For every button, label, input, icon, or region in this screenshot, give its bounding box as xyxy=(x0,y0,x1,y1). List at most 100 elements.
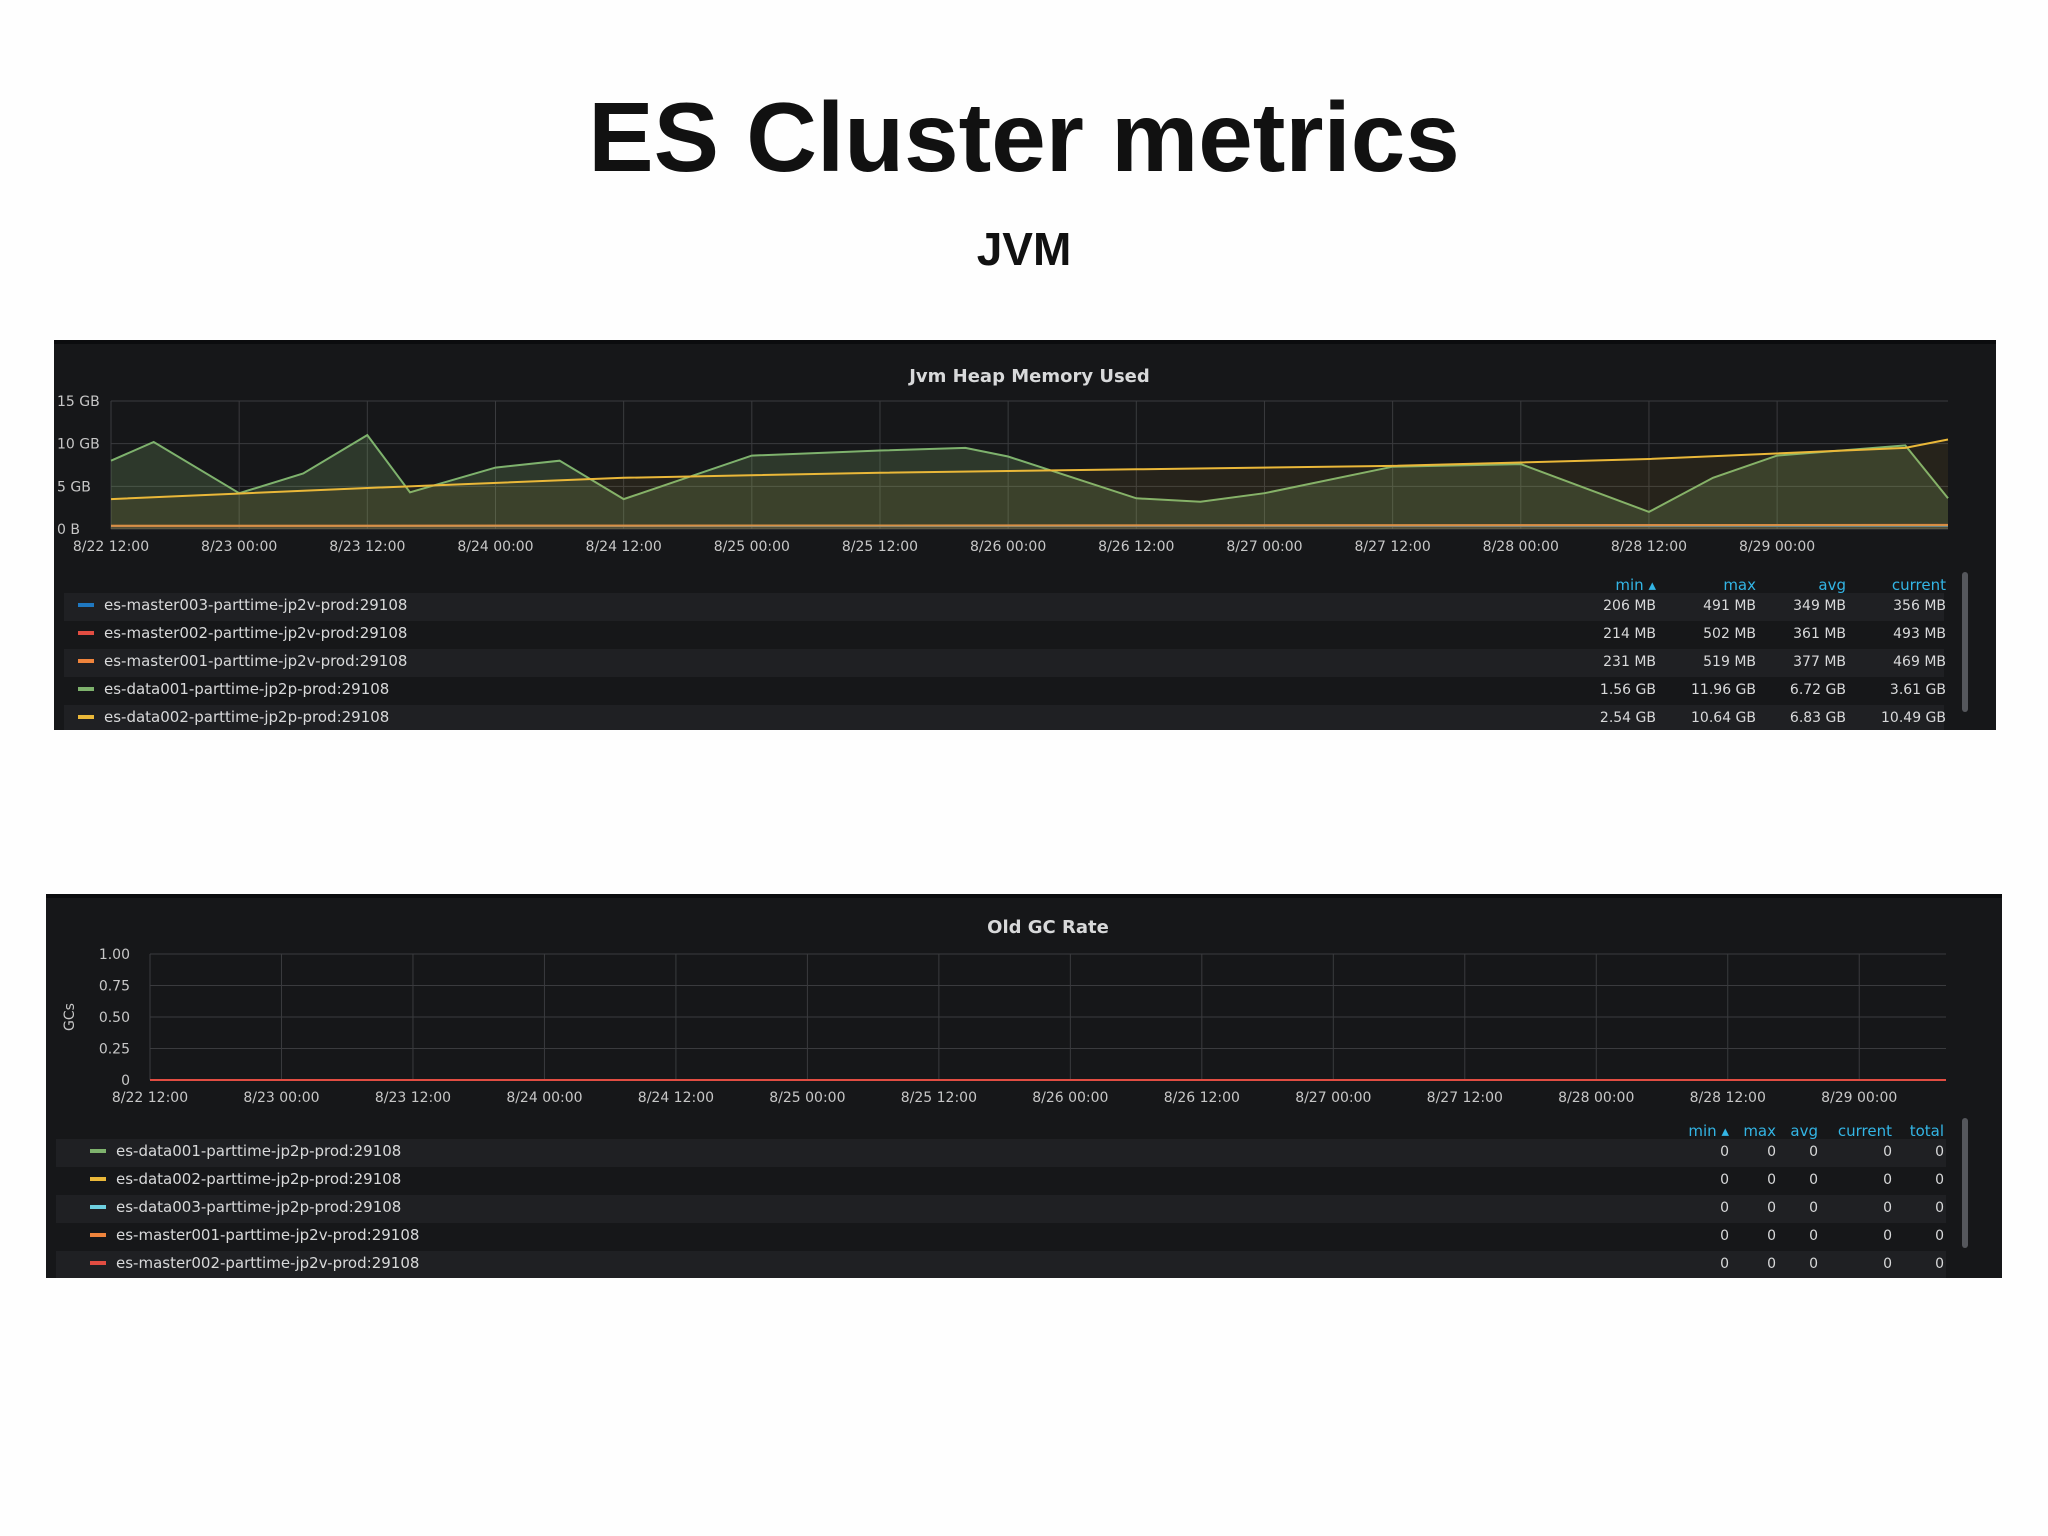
legend-series-name: es-data002-parttime-jp2p-prod:29108 xyxy=(116,1170,401,1188)
legend-header-max: max xyxy=(1723,576,1756,594)
y-tick-label: 10 GB xyxy=(57,437,100,453)
legend-row-bg xyxy=(56,1139,1946,1167)
legend-row-bg xyxy=(64,649,1944,677)
legend-header-current: current xyxy=(1838,1122,1892,1140)
x-tick-label: 8/23 12:00 xyxy=(375,1090,451,1106)
legend-value-max: 502 MB xyxy=(1703,626,1756,642)
legend-value-min: 1.56 GB xyxy=(1600,682,1656,698)
slide-subtitle: JVM xyxy=(976,223,1072,275)
x-tick-label: 8/26 12:00 xyxy=(1164,1090,1240,1106)
legend-series-name: es-data003-parttime-jp2p-prod:29108 xyxy=(116,1198,401,1216)
legend-value-max: 0 xyxy=(1767,1172,1776,1188)
legend-swatch xyxy=(90,1233,106,1237)
legend-scrollbar xyxy=(1962,1118,1968,1248)
legend-value-current: 10.49 GB xyxy=(1881,710,1946,726)
legend-value-current: 0 xyxy=(1883,1200,1892,1216)
heap-memory-panel: Jvm Heap Memory Used 0 B 5 GB 10 GB 15 GB 8/2… xyxy=(54,340,1996,730)
x-tick-label: 8/24 00:00 xyxy=(506,1090,582,1106)
legend-value-min: 0 xyxy=(1720,1228,1729,1244)
y-tick-label: 15 GB xyxy=(57,394,100,410)
legend-value-avg: 349 MB xyxy=(1793,598,1846,614)
legend-series-name: es-master001-parttime-jp2v-prod:29108 xyxy=(116,1226,419,1244)
x-tick-label: 8/24 00:00 xyxy=(457,539,533,555)
legend-header-avg: avg xyxy=(1790,1122,1818,1140)
legend-value-current: 493 MB xyxy=(1893,626,1946,642)
x-tick-label: 8/23 00:00 xyxy=(201,539,277,555)
x-tick-label: 8/28 12:00 xyxy=(1611,539,1687,555)
y-tick-label: 0 B xyxy=(57,522,80,538)
legend-value-total: 0 xyxy=(1935,1172,1944,1188)
legend-value-current: 356 MB xyxy=(1893,598,1946,614)
x-tick-label: 8/25 12:00 xyxy=(901,1090,977,1106)
legend-row-bg xyxy=(56,1195,1946,1223)
legend-swatch xyxy=(90,1149,106,1153)
x-tick-label: 8/29 00:00 xyxy=(1821,1090,1897,1106)
legend-header-min: min ▴ xyxy=(1615,576,1656,594)
legend-value-max: 491 MB xyxy=(1703,598,1756,614)
legend-series-name: es-data001-parttime-jp2p-prod:29108 xyxy=(116,1142,401,1160)
legend-series-name: es-master002-parttime-jp2v-prod:29108 xyxy=(116,1254,419,1272)
x-tick-label: 8/24 12:00 xyxy=(586,539,662,555)
legend-value-max: 0 xyxy=(1767,1144,1776,1160)
x-tick-label: 8/22 12:00 xyxy=(73,539,149,555)
legend-value-avg: 377 MB xyxy=(1793,654,1846,670)
legend-value-avg: 361 MB xyxy=(1793,626,1846,642)
x-tick-label: 8/25 00:00 xyxy=(769,1090,845,1106)
legend-value-min: 206 MB xyxy=(1603,598,1656,614)
legend-series-name: es-data002-parttime-jp2p-prod:29108 xyxy=(104,708,389,726)
old-gc-rate-chart: Old GC Rate 0 0.25 0.50 0.75 1.00 8/22 12:00 8/… xyxy=(56,917,1968,1278)
legend-value-max: 10.64 GB xyxy=(1691,710,1756,726)
y-tick-label: 0.75 xyxy=(99,979,130,995)
legend-scrollbar xyxy=(1962,572,1968,712)
x-tick-label: 8/28 00:00 xyxy=(1483,539,1559,555)
legend-header-avg: avg xyxy=(1818,576,1846,594)
legend-value-min: 0 xyxy=(1720,1256,1729,1272)
legend-value-current: 3.61 GB xyxy=(1890,682,1946,698)
y-tick-label: 0.50 xyxy=(99,1010,130,1026)
legend-value-min: 231 MB xyxy=(1603,654,1656,670)
chart-title: Jvm Heap Memory Used xyxy=(907,366,1150,387)
legend-header-max: max xyxy=(1743,1122,1776,1140)
x-tick-label: 8/29 00:00 xyxy=(1739,539,1815,555)
series-line-es-data001-parttime-jp2p-prod-29108 xyxy=(110,433,1949,513)
legend-value-current: 0 xyxy=(1883,1228,1892,1244)
legend-value-max: 11.96 GB xyxy=(1691,682,1756,698)
x-tick-label: 8/23 00:00 xyxy=(243,1090,319,1106)
series-area-es-data002-parttime-jp2p-prod-29108 xyxy=(111,439,1948,529)
legend-series-name: es-master001-parttime-jp2v-prod:29108 xyxy=(104,652,407,670)
legend-value-avg: 0 xyxy=(1809,1172,1818,1188)
legend-swatch xyxy=(90,1177,106,1181)
x-tick-label: 8/28 12:00 xyxy=(1690,1090,1766,1106)
series-line-es-data002-parttime-jp2p-prod-29108 xyxy=(110,438,1949,501)
legend-header-current: current xyxy=(1892,576,1946,594)
x-tick-label: 8/27 12:00 xyxy=(1355,539,1431,555)
x-tick-label: 8/27 12:00 xyxy=(1427,1090,1503,1106)
legend-value-min: 0 xyxy=(1720,1144,1729,1160)
legend-value-min: 0 xyxy=(1720,1172,1729,1188)
legend-value-max: 0 xyxy=(1767,1228,1776,1244)
legend-value-max: 519 MB xyxy=(1703,654,1756,670)
old-gc-rate-panel: Old GC Rate 0 0.25 0.50 0.75 1.00 8/22 12:00 8/… xyxy=(46,894,2002,1278)
legend-swatch xyxy=(78,631,94,635)
legend-value-max: 0 xyxy=(1767,1200,1776,1216)
legend-value-min: 0 xyxy=(1720,1200,1729,1216)
legend-row-bg xyxy=(64,705,1944,730)
legend-header-min: min ▴ xyxy=(1688,1122,1729,1140)
legend-value-current: 469 MB xyxy=(1893,654,1946,670)
legend-value-current: 0 xyxy=(1883,1172,1892,1188)
legend-value-current: 0 xyxy=(1883,1256,1892,1272)
x-tick-label: 8/25 00:00 xyxy=(714,539,790,555)
legend-swatch xyxy=(78,603,94,607)
legend-value-total: 0 xyxy=(1935,1144,1944,1160)
legend-value-current: 0 xyxy=(1883,1144,1892,1160)
legend-value-min: 214 MB xyxy=(1603,626,1656,642)
x-tick-label: 8/23 12:00 xyxy=(329,539,405,555)
legend-series-name: es-data001-parttime-jp2p-prod:29108 xyxy=(104,680,389,698)
legend-value-avg: 0 xyxy=(1809,1256,1818,1272)
legend-value-avg: 0 xyxy=(1809,1200,1818,1216)
y-tick-label: 5 GB xyxy=(57,479,91,495)
legend-row-bg xyxy=(64,593,1944,621)
legend-swatch xyxy=(78,687,94,691)
legend-value-min: 2.54 GB xyxy=(1600,710,1656,726)
legend-value-total: 0 xyxy=(1935,1256,1944,1272)
